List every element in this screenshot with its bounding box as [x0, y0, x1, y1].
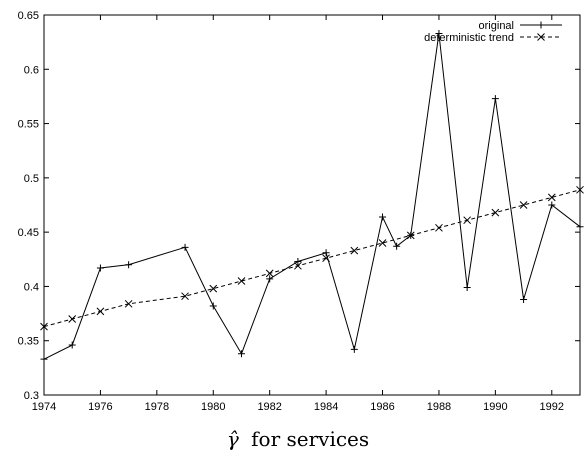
- y-tick-label: 0.55: [18, 119, 39, 131]
- point-original: [393, 242, 401, 250]
- point-deterministic-trend: [406, 231, 415, 240]
- series-line-deterministic-trend: [43, 189, 581, 328]
- y-tick-label: 0.65: [18, 10, 39, 22]
- point-deterministic-trend: [209, 284, 218, 293]
- x-tick-label: 1988: [427, 401, 451, 413]
- point-deterministic-trend: [463, 216, 472, 225]
- x-tick-label: 1992: [540, 401, 564, 413]
- y-tick-label: 0.6: [24, 64, 39, 76]
- tick-marks: [43, 14, 580, 396]
- x-tick-label: 1982: [257, 401, 281, 413]
- caption-symbol: γ̂: [227, 427, 239, 451]
- point-deterministic-trend: [378, 239, 387, 247]
- legend-marker: [537, 33, 545, 41]
- y-tick-label: 0.5: [24, 173, 39, 185]
- y-tick-label: 0.4: [24, 281, 39, 293]
- point-original: [181, 243, 189, 251]
- point-original: [209, 302, 217, 310]
- point-deterministic-trend: [265, 269, 274, 278]
- point-deterministic-trend: [576, 185, 584, 194]
- point-deterministic-trend: [68, 315, 77, 323]
- legend-marker: [537, 21, 545, 29]
- point-deterministic-trend: [322, 254, 330, 263]
- point-deterministic-trend: [294, 261, 302, 270]
- point-deterministic-trend: [435, 223, 443, 232]
- x-tick-label: 1976: [88, 401, 112, 413]
- y-tick-label: 0.45: [18, 227, 39, 239]
- point-original: [40, 355, 48, 363]
- x-tick-label: 1984: [314, 401, 338, 413]
- point-original: [96, 264, 104, 272]
- tick-labels: 1974 1976 1978 1980 1982 1984 1986 1988 1990 1992…: [18, 10, 564, 413]
- point-deterministic-trend: [547, 193, 556, 202]
- x-tick-label: 1978: [145, 401, 169, 413]
- series-lines: [43, 33, 581, 360]
- y-tick-label: 0.35: [18, 336, 39, 348]
- point-original: [125, 261, 133, 269]
- chart-caption: γ̂ for services: [227, 427, 369, 451]
- x-tick-label: 1980: [201, 401, 225, 413]
- caption-text: for services: [251, 427, 369, 451]
- legend-label: original: [479, 20, 514, 32]
- point-deterministic-trend: [350, 246, 359, 255]
- point-original: [463, 284, 471, 292]
- point-original: [576, 223, 584, 231]
- point-original: [294, 257, 302, 265]
- plot-frame: [43, 14, 581, 396]
- point-deterministic-trend: [237, 277, 246, 285]
- point-deterministic-trend: [96, 307, 105, 316]
- series-markers: [40, 29, 584, 363]
- y-tick-label: 0.3: [24, 390, 39, 402]
- point-deterministic-trend: [519, 201, 528, 209]
- point-deterministic-trend: [491, 208, 500, 217]
- x-tick-label: 1974: [32, 401, 56, 413]
- point-original: [68, 341, 76, 349]
- point-deterministic-trend: [181, 292, 189, 301]
- point-original: [266, 275, 274, 283]
- point-original: [520, 295, 528, 303]
- point-original: [491, 95, 499, 103]
- point-original: [322, 249, 330, 257]
- point-deterministic-trend: [124, 299, 133, 308]
- point-original: [548, 201, 556, 209]
- axes: [43, 14, 581, 396]
- point-original: [435, 29, 443, 37]
- point-deterministic-trend: [40, 322, 48, 331]
- point-original: [350, 345, 358, 353]
- x-tick-label: 1990: [483, 401, 507, 413]
- point-original: [237, 350, 245, 358]
- series-line-original: [43, 33, 581, 360]
- legend-label: deterministic trend: [424, 32, 514, 44]
- point-original: [379, 213, 387, 221]
- x-tick-label: 1986: [370, 401, 394, 413]
